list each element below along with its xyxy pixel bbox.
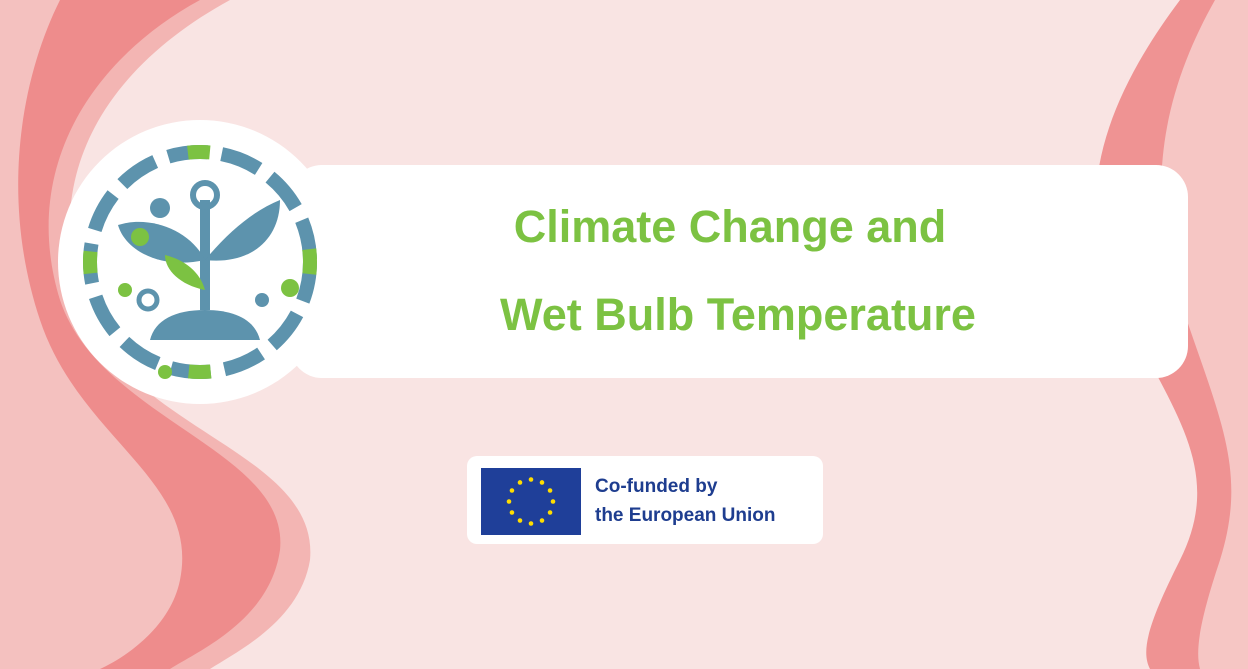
- title-line: Wet Bulb Temperature: [500, 289, 976, 340]
- eu-star: [507, 499, 512, 504]
- eu-star: [540, 518, 545, 523]
- title-line: Climate Change and: [514, 201, 947, 252]
- eu-star: [518, 480, 523, 485]
- title-panel: [290, 165, 1188, 378]
- eu-star: [510, 510, 515, 515]
- eu-star: [529, 477, 534, 482]
- funding-line: the European Union: [595, 505, 776, 526]
- funding-line: Co-funded by: [595, 476, 718, 497]
- eu-star: [529, 521, 534, 526]
- banner: Climate Change and Wet Bulb Temperature …: [0, 0, 1248, 669]
- eu-star: [551, 499, 556, 504]
- page: Climate Change and Wet Bulb Temperature …: [0, 0, 1248, 669]
- eu-star: [548, 510, 553, 515]
- logo: [58, 120, 342, 404]
- eu-star: [510, 488, 515, 493]
- eu-star: [548, 488, 553, 493]
- eu-star: [540, 480, 545, 485]
- eu-star: [518, 518, 523, 523]
